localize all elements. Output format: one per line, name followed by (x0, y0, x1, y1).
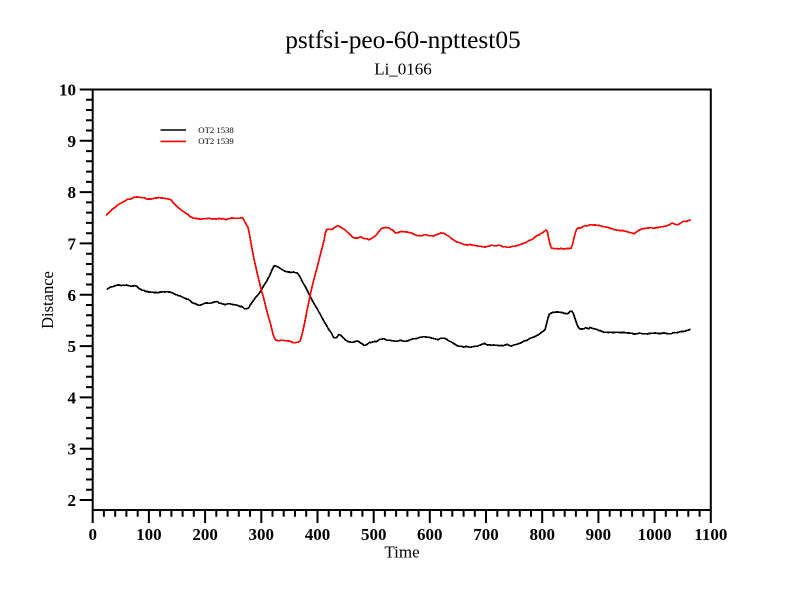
svg-text:500: 500 (361, 525, 387, 544)
svg-text:8: 8 (68, 183, 77, 202)
svg-text:3: 3 (68, 440, 77, 459)
svg-text:Distance: Distance (38, 271, 57, 329)
svg-text:Time: Time (384, 543, 419, 562)
svg-text:700: 700 (473, 525, 499, 544)
svg-text:4: 4 (68, 388, 77, 407)
svg-text:900: 900 (586, 525, 612, 544)
svg-text:Li_0166: Li_0166 (374, 60, 432, 79)
svg-text:300: 300 (249, 525, 275, 544)
svg-text:OT2 1538: OT2 1538 (198, 125, 234, 135)
svg-text:0: 0 (88, 525, 97, 544)
svg-text:2: 2 (68, 491, 77, 510)
svg-text:10: 10 (59, 81, 76, 100)
svg-text:9: 9 (68, 132, 77, 151)
svg-text:6: 6 (68, 286, 77, 305)
svg-text:OT2 1539: OT2 1539 (198, 136, 233, 146)
svg-text:600: 600 (417, 525, 443, 544)
svg-text:800: 800 (529, 525, 555, 544)
svg-text:200: 200 (192, 525, 218, 544)
svg-text:7: 7 (68, 234, 77, 253)
svg-text:5: 5 (68, 337, 77, 356)
svg-text:100: 100 (136, 525, 162, 544)
svg-text:pstfsi-peo-60-npttest05: pstfsi-peo-60-npttest05 (285, 26, 521, 54)
svg-text:1000: 1000 (638, 525, 672, 544)
svg-text:1100: 1100 (694, 525, 727, 544)
svg-text:400: 400 (305, 525, 331, 544)
